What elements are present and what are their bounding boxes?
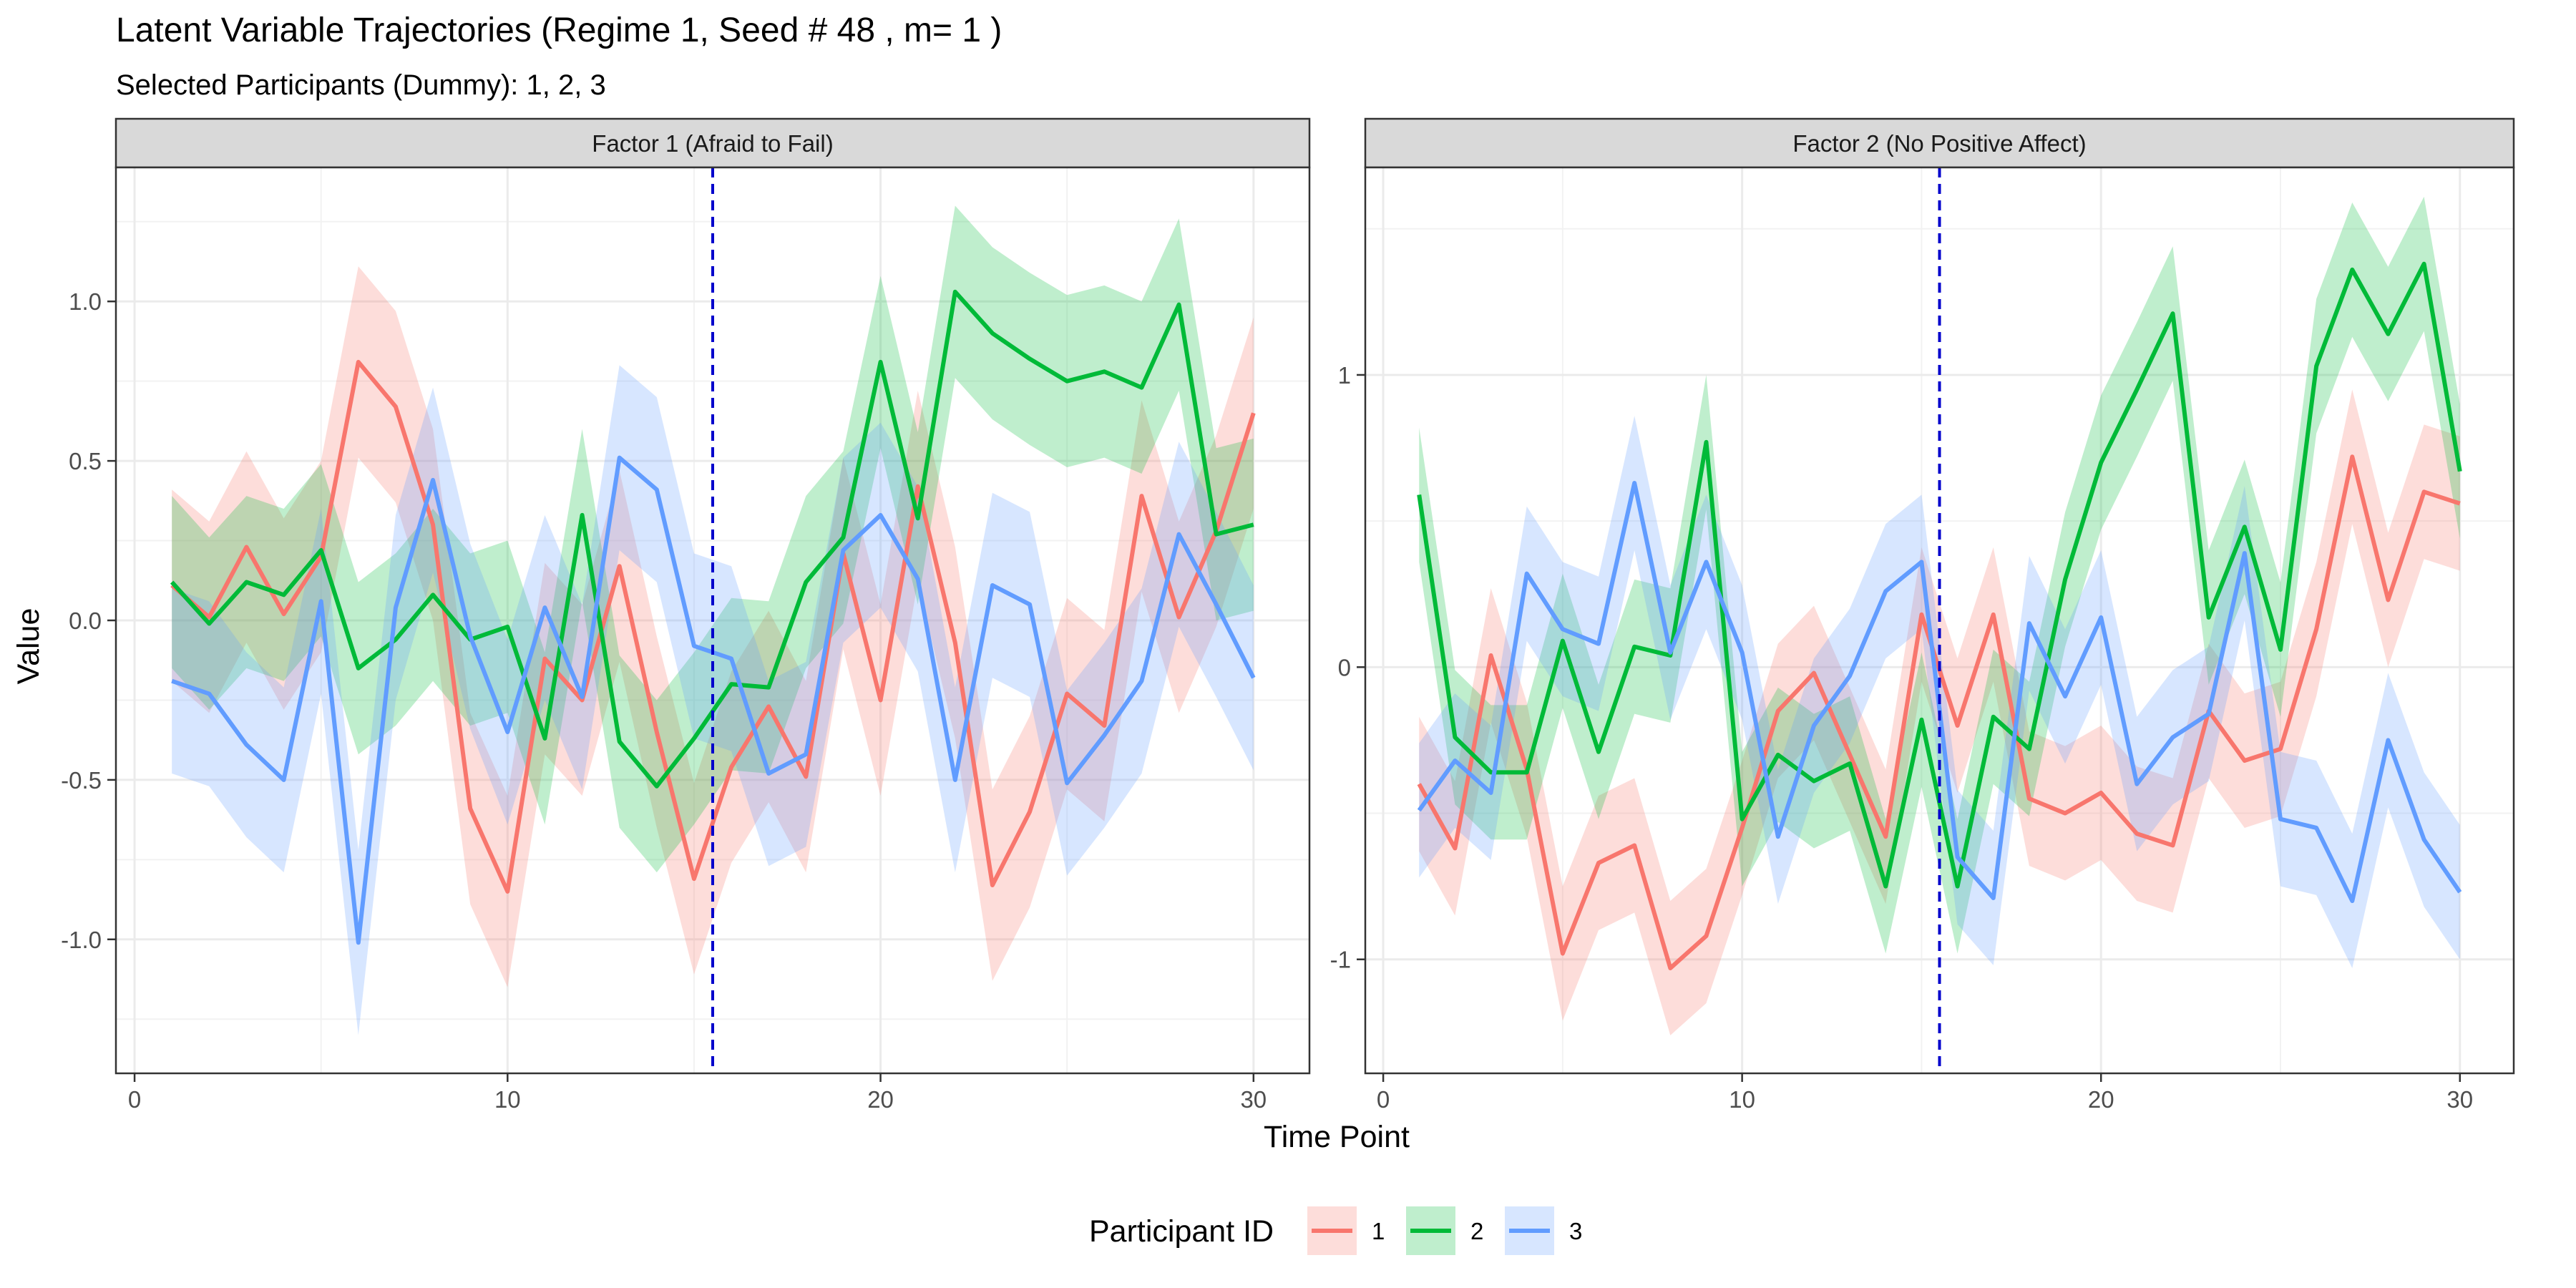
panel-1-strip-label: Factor 1 (Afraid to Fail): [592, 130, 833, 157]
panel-2-strip-label: Factor 2 (No Positive Affect): [1792, 130, 2086, 157]
panel-2-strip: [1364, 117, 2515, 169]
y-tick-label: -1.0: [61, 927, 102, 953]
panel-2-border: [1364, 166, 2515, 1075]
x-tick-label: 10: [1729, 1086, 1755, 1113]
chart-subtitle: Selected Participants (Dummy): 1, 2, 3: [116, 69, 606, 101]
x-tick-label: 10: [494, 1086, 521, 1113]
legend-entry-1: 1: [1307, 1206, 1385, 1255]
legend-label: 2: [1470, 1218, 1483, 1244]
series-1-line: [170, 359, 1256, 894]
y-tick-label: -1: [1330, 947, 1351, 973]
y-axis-title: Value: [11, 608, 46, 685]
x-tick-label: 30: [2446, 1086, 2473, 1113]
legend-entries: 1 2 3: [1307, 1206, 1582, 1255]
x-tick-label: 20: [2088, 1086, 2114, 1113]
panel-2: Factor 2 (No Positive Affect) 0 10 20 30 -1 0 1: [1330, 117, 2515, 1113]
x-tick-label: 20: [867, 1086, 894, 1113]
x-tick-label: 0: [128, 1086, 141, 1113]
panel-1-strip: [114, 117, 1311, 169]
x-axis-title: Time Point: [1264, 1120, 1410, 1154]
y-tick-label: 0.0: [69, 608, 102, 634]
y-tick-label: 1.0: [69, 288, 102, 315]
y-tick-label: -0.5: [61, 767, 102, 794]
y-tick-label: 0.5: [69, 448, 102, 474]
series-3-line: [1417, 481, 2462, 904]
legend-label: 1: [1372, 1218, 1385, 1244]
x-tick-label: 0: [1377, 1086, 1390, 1113]
panels: Factor 1 (Afraid to Fail)0 10 20 30-1.0-0.5…: [61, 117, 2515, 1113]
legend-entry-3: 3: [1505, 1206, 1582, 1255]
series-1-band: [172, 266, 1254, 987]
x-tick-label: 30: [1240, 1086, 1267, 1113]
legend: Participant ID 1 2 3: [1089, 1206, 1582, 1255]
legend-label: 3: [1569, 1218, 1582, 1244]
panel-1: Factor 1 (Afraid to Fail) 0 10 20 30 -1.0 -0.5…: [61, 117, 1311, 1113]
chart-title: Latent Variable Trajectories (Regime 1, …: [116, 11, 1002, 49]
legend-entry-2: 2: [1406, 1206, 1483, 1255]
legend-title: Participant ID: [1089, 1214, 1274, 1249]
y-tick-label: 0: [1338, 654, 1351, 680]
series-2-line: [1417, 261, 2462, 889]
y-tick-label: 1: [1338, 362, 1351, 389]
series-2-band: [172, 205, 1254, 873]
